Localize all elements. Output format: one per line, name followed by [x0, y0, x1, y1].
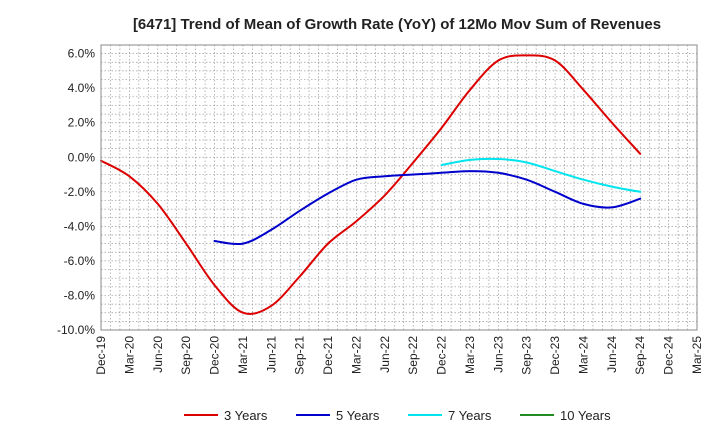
x-tick-label: Dec-19 — [94, 336, 108, 375]
y-tick-label: -6.0% — [64, 254, 96, 268]
x-tick-label: Dec-21 — [321, 336, 335, 375]
y-tick-label: 4.0% — [68, 81, 96, 95]
x-tick-label: Sep-23 — [520, 336, 534, 375]
series-lines — [100, 54, 642, 315]
y-tick-label: -4.0% — [64, 219, 96, 233]
y-tick-label: -2.0% — [64, 185, 96, 199]
legend-label-3-years: 3 Years — [224, 408, 268, 423]
x-tick-label: Jun-20 — [151, 336, 165, 373]
y-tick-label: -10.0% — [57, 323, 95, 337]
x-tick-label: Dec-24 — [662, 336, 676, 375]
series-line-3-years — [100, 54, 642, 315]
x-tick-label: Mar-20 — [122, 336, 136, 374]
legend: 3 Years 5 Years 7 Years 10 Years — [184, 408, 611, 423]
x-tick-label: Dec-22 — [435, 336, 449, 375]
x-tick-label: Mar-22 — [349, 336, 363, 374]
x-tick-label: Jun-24 — [605, 336, 619, 373]
legend-label-7-years: 7 Years — [448, 408, 492, 423]
grid — [100, 44, 698, 331]
y-axis: 6.0% 4.0% 2.0% 0.0% -2.0% -4.0% -6.0% -8.0% -10.… — [57, 47, 95, 337]
legend-label-5-years: 5 Years — [336, 408, 380, 423]
x-tick-label: Dec-23 — [548, 336, 562, 375]
plot-frame — [100, 44, 698, 331]
x-axis: Dec-19 Mar-20 Jun-20 Sep-20 Dec-20 Mar-21 Jun-… — [94, 336, 704, 375]
x-tick-label: Sep-22 — [406, 336, 420, 375]
x-tick-label: Mar-21 — [236, 336, 250, 374]
x-tick-label: Sep-24 — [633, 336, 647, 375]
series-line-7-years — [440, 157, 642, 193]
x-tick-label: Mar-24 — [576, 336, 590, 374]
x-tick-label: Jun-23 — [491, 336, 505, 373]
series-line-5-years — [213, 170, 642, 246]
y-tick-label: 2.0% — [68, 116, 96, 130]
chart-title: [6471] Trend of Mean of Growth Rate (YoY… — [133, 16, 661, 33]
x-tick-label: Jun-22 — [378, 336, 392, 373]
x-tick-label: Sep-21 — [293, 336, 307, 375]
y-tick-label: 6.0% — [68, 47, 96, 61]
x-tick-label: Mar-25 — [690, 336, 704, 374]
x-tick-label: Sep-20 — [179, 336, 193, 375]
y-tick-label: -8.0% — [64, 288, 96, 302]
legend-label-10-years: 10 Years — [560, 408, 611, 423]
x-tick-label: Jun-21 — [264, 336, 278, 373]
x-tick-label: Mar-23 — [463, 336, 477, 374]
y-tick-label: 0.0% — [68, 150, 96, 164]
x-tick-label: Dec-20 — [208, 336, 222, 375]
